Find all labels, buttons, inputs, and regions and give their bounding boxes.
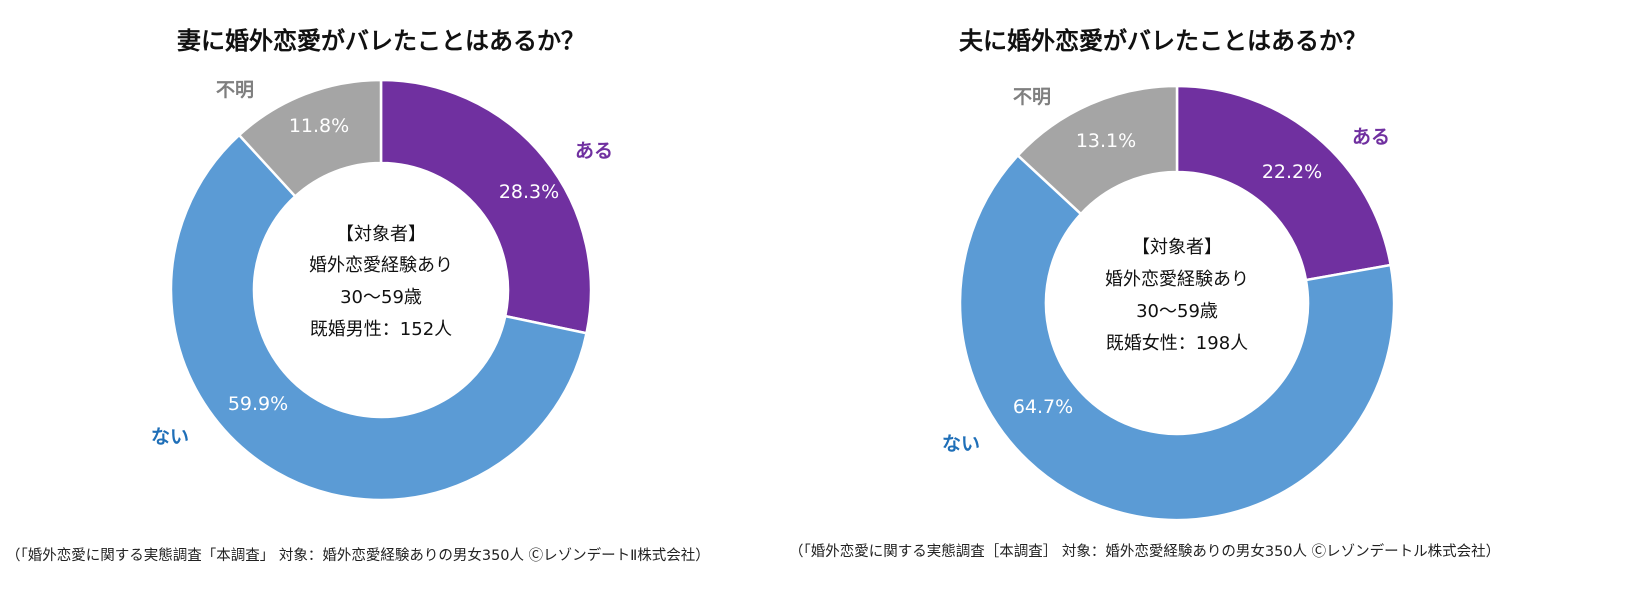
- center-text-line: 30〜59歳: [340, 287, 422, 308]
- donut-slices: [958, 84, 1396, 522]
- donut-slice-1: [1175, 84, 1393, 282]
- center-text-block: 【対象者】 婚外恋愛経験あり 30〜59歳 既婚女性：198人: [1105, 237, 1249, 354]
- chart-title: 妻に婚外恋愛がバレたことはあるか？: [177, 27, 585, 55]
- donut-slice-2: [169, 133, 588, 502]
- donut-slice-3: [237, 78, 383, 199]
- donut-slices: [169, 78, 593, 502]
- donut-slice-2: [958, 153, 1396, 522]
- category-label: ない: [151, 426, 189, 448]
- center-text-line: 婚外恋愛経験あり: [1105, 268, 1249, 290]
- value-label: 11.8%: [289, 115, 349, 137]
- source-note: （「婚外恋愛に関する実態調査「本調査」 対象：婚外恋愛経験ありの男女350人 Ⓒ…: [6, 548, 710, 564]
- value-label: 64.7%: [1013, 396, 1073, 418]
- category-label: ある: [1352, 126, 1390, 148]
- donut-chart-husband: 夫に婚外恋愛がバレたことはあるか？ 【対象者】 婚外恋愛経験あり 30〜59歳 …: [942, 27, 1396, 522]
- category-label: 不明: [1013, 86, 1051, 108]
- value-label: 13.1%: [1076, 130, 1136, 152]
- category-label: ない: [942, 433, 980, 455]
- center-text-line: 【対象者】: [1132, 237, 1222, 258]
- center-text-line: 30〜59歳: [1136, 301, 1218, 322]
- center-text-line: 既婚女性：198人: [1106, 333, 1248, 354]
- slice-labels: 28.3% ある 59.9% ない 11.8% 不明: [151, 79, 613, 448]
- donut-slice-3: [1016, 84, 1179, 216]
- chart-title: 夫に婚外恋愛がバレたことはあるか？: [959, 27, 1367, 55]
- center-text-line: 婚外恋愛経験あり: [309, 254, 453, 276]
- center-text-block: 【対象者】 婚外恋愛経験あり 30〜59歳 既婚男性：152人: [309, 224, 453, 340]
- donut-slice-1: [379, 78, 593, 335]
- donut-chart-wife: 妻に婚外恋愛がバレたことはあるか？ 【対象者】 婚外恋愛経験あり 30〜59歳 …: [151, 27, 613, 502]
- source-note: （「婚外恋愛に関する実態調査［本調査］ 対象：婚外恋愛経験ありの男女350人 Ⓒ…: [789, 544, 1501, 560]
- center-text-line: 既婚男性：152人: [310, 319, 452, 340]
- value-label: 28.3%: [499, 181, 559, 203]
- slice-labels: 22.2% ある 64.7% ない 13.1% 不明: [942, 86, 1390, 455]
- category-label: 不明: [216, 79, 254, 101]
- value-label: 59.9%: [228, 393, 288, 415]
- category-label: ある: [575, 140, 613, 162]
- center-text-line: 【対象者】: [336, 224, 426, 245]
- value-label: 22.2%: [1262, 161, 1322, 183]
